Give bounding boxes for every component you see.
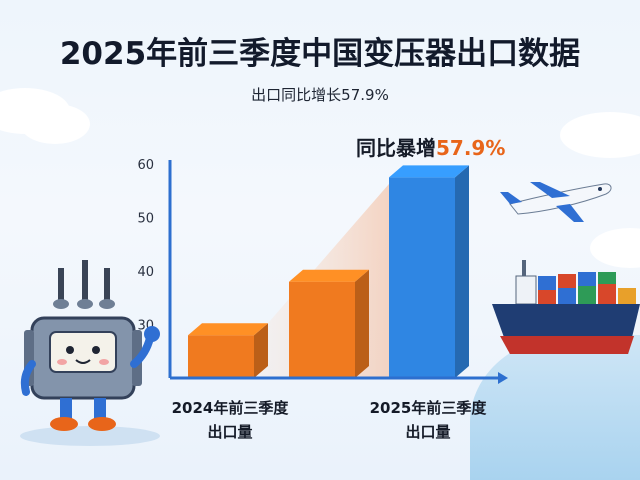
- page-subtitle: 出口同比增长57.9%: [251, 86, 389, 104]
- x-tick-label-2025: 2025年前三季度 出口量: [338, 396, 518, 444]
- y-tick-label: 40: [137, 265, 154, 280]
- bar-2025: [389, 165, 469, 378]
- x-tick-label-line: 出口量: [405, 423, 451, 441]
- y-tick-label: 50: [137, 212, 154, 227]
- callout-prefix: 同比暴增: [356, 136, 436, 160]
- x-tick-label-line: 出口量: [207, 423, 253, 441]
- container-ship-icon: [492, 260, 640, 354]
- callout-percent: 57.9%: [436, 136, 506, 160]
- x-tick-label-line: 2025年前三季度: [369, 399, 487, 417]
- x-axis-arrow: [498, 372, 508, 384]
- bar-front: [389, 177, 455, 378]
- cloud: [20, 104, 90, 144]
- growth-callout: 同比暴增57.9%: [356, 132, 505, 161]
- airplane-icon: [500, 182, 612, 222]
- bar-top: [289, 269, 369, 282]
- transformer-mascot-icon: [20, 260, 160, 446]
- bar-2024: [188, 323, 268, 378]
- bar-side: [355, 269, 369, 378]
- bar-2024: [289, 269, 369, 378]
- bar-front: [289, 281, 355, 378]
- bar-side: [455, 165, 469, 378]
- bar-top: [389, 165, 469, 178]
- x-tick-label-line: 2024年前三季度: [171, 399, 289, 417]
- bar-top: [188, 323, 268, 336]
- cloud: [560, 112, 640, 158]
- y-tick-label: 60: [137, 158, 154, 173]
- x-tick-label-2024: 2024年前三季度 出口量: [140, 396, 320, 444]
- bar-front: [188, 335, 254, 378]
- page-title: 2025年前三季度中国变压器出口数据: [59, 36, 581, 72]
- bar-side: [254, 323, 268, 378]
